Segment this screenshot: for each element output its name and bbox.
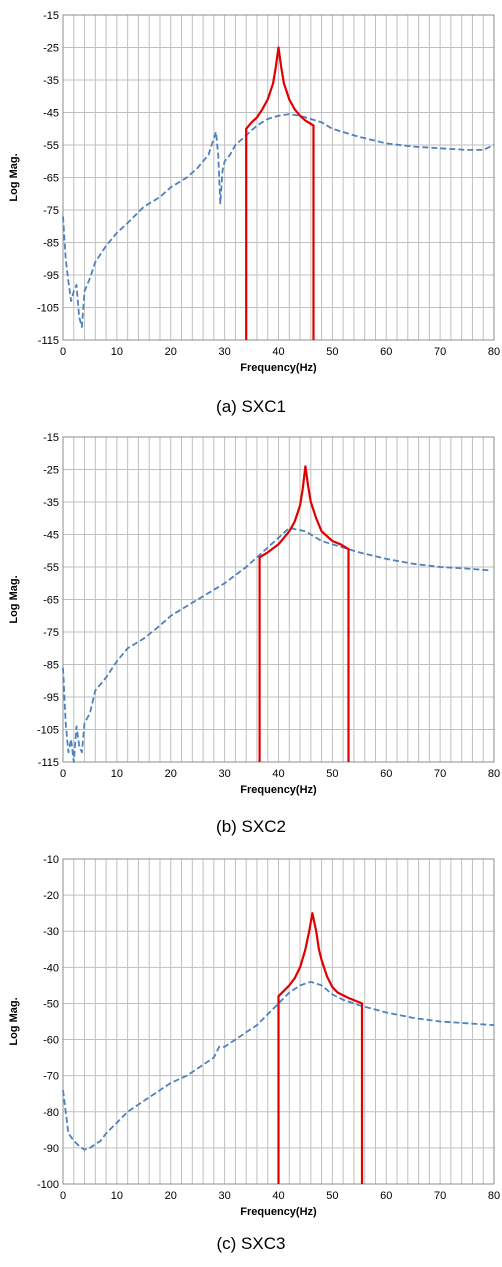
x-tick-label: 20 bbox=[165, 768, 177, 780]
y-tick-label: -85 bbox=[43, 238, 59, 250]
series-line-dashed bbox=[62, 527, 489, 763]
y-tick-label: -115 bbox=[38, 757, 59, 769]
x-tick-label: 30 bbox=[219, 346, 231, 358]
grid bbox=[62, 436, 495, 763]
y-tick-label: -40 bbox=[43, 962, 59, 974]
y-tick-label: -80 bbox=[43, 1107, 59, 1119]
x-tick-label: 20 bbox=[165, 1190, 177, 1202]
x-tick-label: 50 bbox=[326, 1190, 338, 1202]
y-tick-label: -35 bbox=[43, 75, 59, 87]
x-tick-label: 50 bbox=[326, 768, 338, 780]
x-tick-label: 20 bbox=[165, 346, 177, 358]
x-tick-label: 70 bbox=[434, 768, 446, 780]
x-tick-label: 80 bbox=[488, 1190, 500, 1202]
x-tick-label: 50 bbox=[326, 346, 338, 358]
y-tick-label: -50 bbox=[43, 998, 59, 1010]
series-line-solid bbox=[245, 46, 315, 340]
x-tick-label: 0 bbox=[60, 768, 66, 780]
y-tick-label: -85 bbox=[43, 660, 59, 672]
x-tick-label: 30 bbox=[219, 768, 231, 780]
y-tick-label: -30 bbox=[43, 926, 59, 938]
y-tick-label: -105 bbox=[37, 303, 59, 315]
y-tick-label: -95 bbox=[43, 270, 59, 282]
y-tick-label: -95 bbox=[43, 692, 59, 704]
chart-caption-b: (b) SXC2 bbox=[216, 817, 286, 836]
chart-panel-c: -10 -20 -30 -40 -50 -60 -70 -80 -90 -100 0 10 20 30 40… bbox=[0, 844, 502, 1267]
chart-panel-a: -15 -25 -35 -45 -55 -65 -75 -85 -95 -105 -115 0 10 20… bbox=[0, 0, 502, 425]
series-line-solid bbox=[277, 912, 364, 1184]
y-tick-label: -35 bbox=[43, 497, 59, 509]
y-tick-label: -45 bbox=[43, 108, 59, 120]
x-tick-label: 40 bbox=[272, 1190, 284, 1202]
series-line-dashed bbox=[62, 113, 495, 328]
y-tick-label: -70 bbox=[43, 1071, 59, 1083]
series-line-dashed bbox=[62, 980, 495, 1151]
x-tick-label: 60 bbox=[380, 346, 392, 358]
y-tick-label: -15 bbox=[43, 10, 59, 22]
chart-caption-a: (a) SXC1 bbox=[216, 397, 286, 416]
x-axis-title: Frequency(Hz) bbox=[240, 1206, 317, 1218]
x-tick-label: 0 bbox=[60, 1190, 66, 1202]
plot-frame bbox=[62, 14, 495, 341]
y-axis-title: Log Mag. bbox=[8, 153, 20, 201]
x-tick-label: 70 bbox=[434, 1190, 446, 1202]
y-tick-label: -45 bbox=[43, 530, 59, 542]
y-tick-label: -25 bbox=[43, 43, 59, 55]
y-tick-label: -65 bbox=[43, 595, 59, 607]
y-tick-label: -15 bbox=[43, 432, 59, 444]
y-tick-label: -55 bbox=[43, 140, 59, 152]
x-tick-label: 30 bbox=[219, 1190, 231, 1202]
y-tick-label: -25 bbox=[43, 465, 59, 477]
x-axis-title: Frequency(Hz) bbox=[240, 784, 317, 796]
y-tick-label: -115 bbox=[38, 335, 59, 347]
grid bbox=[62, 14, 495, 341]
x-tick-label: 60 bbox=[380, 768, 392, 780]
y-tick-label: -100 bbox=[37, 1179, 59, 1191]
y-tick-label: -65 bbox=[43, 173, 59, 185]
x-tick-label: 70 bbox=[434, 346, 446, 358]
x-tick-label: 40 bbox=[272, 768, 284, 780]
y-tick-label: -75 bbox=[43, 205, 59, 217]
x-tick-label: 10 bbox=[111, 1190, 123, 1202]
chart-caption-c: (c) SXC3 bbox=[216, 1234, 286, 1253]
y-tick-label: -60 bbox=[43, 1035, 59, 1047]
x-tick-label: 10 bbox=[111, 768, 123, 780]
plot-frame bbox=[62, 436, 495, 763]
y-tick-label: -20 bbox=[43, 890, 59, 902]
x-tick-label: 0 bbox=[60, 346, 66, 358]
x-tick-label: 60 bbox=[380, 1190, 392, 1202]
y-axis-title: Log Mag. bbox=[8, 575, 20, 623]
x-axis-title: Frequency(Hz) bbox=[240, 362, 317, 374]
y-tick-label: -90 bbox=[43, 1143, 59, 1155]
chart-panel-b: -15 -25 -35 -45 -55 -65 -75 -85 -95 -105 -115 0 10 20… bbox=[0, 422, 502, 847]
x-tick-label: 80 bbox=[488, 768, 500, 780]
y-tick-label: -10 bbox=[43, 854, 59, 866]
x-tick-label: 10 bbox=[111, 346, 123, 358]
y-tick-label: -75 bbox=[43, 627, 59, 639]
y-axis-title: Log Mag. bbox=[8, 997, 20, 1045]
x-tick-label: 40 bbox=[272, 346, 284, 358]
y-tick-label: -55 bbox=[43, 562, 59, 574]
x-tick-label: 80 bbox=[488, 346, 500, 358]
y-tick-label: -105 bbox=[37, 725, 59, 737]
series-line-solid bbox=[258, 465, 350, 762]
